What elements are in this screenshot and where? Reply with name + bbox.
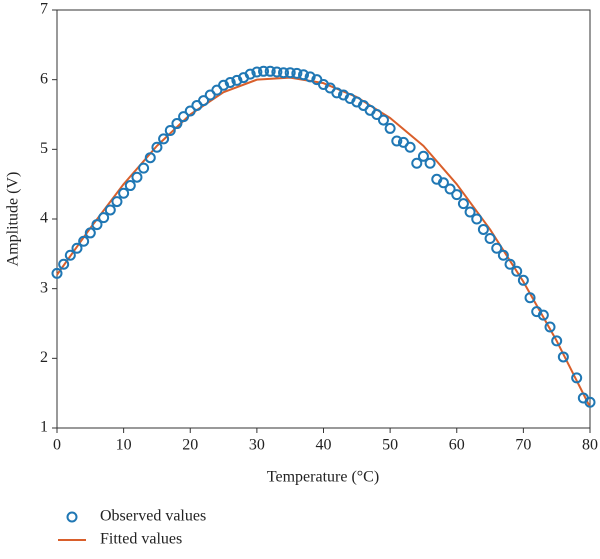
y-tick-label: 6 bbox=[40, 70, 48, 87]
data-point bbox=[198, 95, 210, 107]
data-point bbox=[104, 204, 116, 216]
data-point bbox=[218, 79, 230, 91]
x-tick-label: 10 bbox=[116, 437, 132, 454]
data-point bbox=[278, 67, 290, 79]
x-axis-label: Temperature (°C) bbox=[267, 469, 379, 486]
data-point bbox=[304, 71, 316, 83]
fit-line bbox=[56, 76, 591, 408]
data-point bbox=[557, 351, 569, 363]
data-point bbox=[151, 141, 163, 153]
y-tick-label: 3 bbox=[40, 279, 48, 296]
data-point bbox=[371, 109, 383, 120]
data-point bbox=[464, 206, 476, 218]
data-point bbox=[124, 180, 136, 192]
data-point bbox=[544, 321, 556, 333]
x-tick-label: 80 bbox=[582, 437, 598, 454]
data-point bbox=[291, 67, 303, 79]
data-point bbox=[251, 66, 263, 78]
data-point bbox=[231, 74, 243, 86]
y-tick-label: 1 bbox=[40, 419, 48, 436]
data-point bbox=[71, 242, 83, 254]
data-point bbox=[298, 69, 310, 81]
data-point bbox=[571, 372, 583, 384]
data-point bbox=[171, 118, 183, 130]
data-point bbox=[118, 187, 130, 199]
data-point bbox=[144, 152, 156, 164]
data-point bbox=[264, 65, 276, 77]
data-point bbox=[84, 227, 96, 239]
data-point bbox=[517, 274, 529, 286]
plot-frame bbox=[56, 9, 591, 429]
data-point bbox=[78, 235, 90, 247]
data-point bbox=[444, 183, 456, 195]
data-point bbox=[484, 233, 496, 245]
data-point bbox=[457, 198, 469, 210]
data-point bbox=[271, 66, 283, 78]
data-point bbox=[417, 150, 429, 162]
data-point bbox=[537, 309, 549, 321]
data-point bbox=[404, 141, 416, 153]
data-point bbox=[64, 249, 76, 261]
data-point bbox=[164, 125, 176, 137]
data-point bbox=[244, 68, 256, 80]
x-tick-label: 70 bbox=[515, 437, 531, 454]
data-point bbox=[224, 76, 236, 88]
data-point bbox=[384, 122, 396, 134]
y-tick-label: 2 bbox=[40, 349, 48, 366]
x-tick-label: 0 bbox=[53, 437, 61, 454]
data-point bbox=[184, 105, 196, 117]
data-point bbox=[331, 87, 343, 99]
data-point bbox=[471, 213, 483, 225]
data-point bbox=[491, 242, 503, 254]
data-point bbox=[497, 249, 509, 261]
data-point bbox=[551, 335, 563, 347]
x-tick-label: 40 bbox=[316, 437, 332, 454]
data-point bbox=[504, 258, 516, 270]
data-point bbox=[284, 67, 296, 79]
data-point bbox=[158, 133, 170, 145]
data-point bbox=[377, 114, 389, 126]
data-point bbox=[424, 157, 436, 169]
data-point bbox=[138, 162, 150, 174]
data-point bbox=[58, 258, 70, 270]
legend-label: Observed values bbox=[100, 508, 206, 525]
data-point bbox=[584, 396, 596, 408]
x-tick-label: 20 bbox=[182, 437, 198, 454]
data-point bbox=[411, 157, 423, 169]
y-axis-label: Amplitude (V) bbox=[5, 172, 22, 267]
data-point bbox=[258, 65, 270, 77]
data-point bbox=[111, 196, 123, 208]
data-point bbox=[437, 177, 449, 189]
data-point bbox=[451, 189, 463, 201]
x-tick-label: 50 bbox=[382, 437, 398, 454]
data-point bbox=[91, 219, 103, 231]
data-point bbox=[511, 265, 523, 277]
data-point bbox=[524, 292, 536, 304]
x-tick-label: 60 bbox=[449, 437, 465, 454]
data-point bbox=[477, 223, 489, 235]
x-tick-label: 30 bbox=[249, 437, 265, 454]
y-tick-label: 7 bbox=[40, 1, 48, 18]
data-point bbox=[178, 111, 190, 123]
legend-swatch bbox=[66, 511, 78, 523]
y-tick-label: 5 bbox=[40, 140, 48, 157]
data-point bbox=[51, 267, 63, 279]
data-point bbox=[98, 212, 110, 224]
y-tick-label: 4 bbox=[40, 210, 48, 227]
legend-label: Fitted values bbox=[100, 531, 182, 548]
data-point bbox=[131, 171, 143, 183]
data-point bbox=[391, 135, 403, 147]
